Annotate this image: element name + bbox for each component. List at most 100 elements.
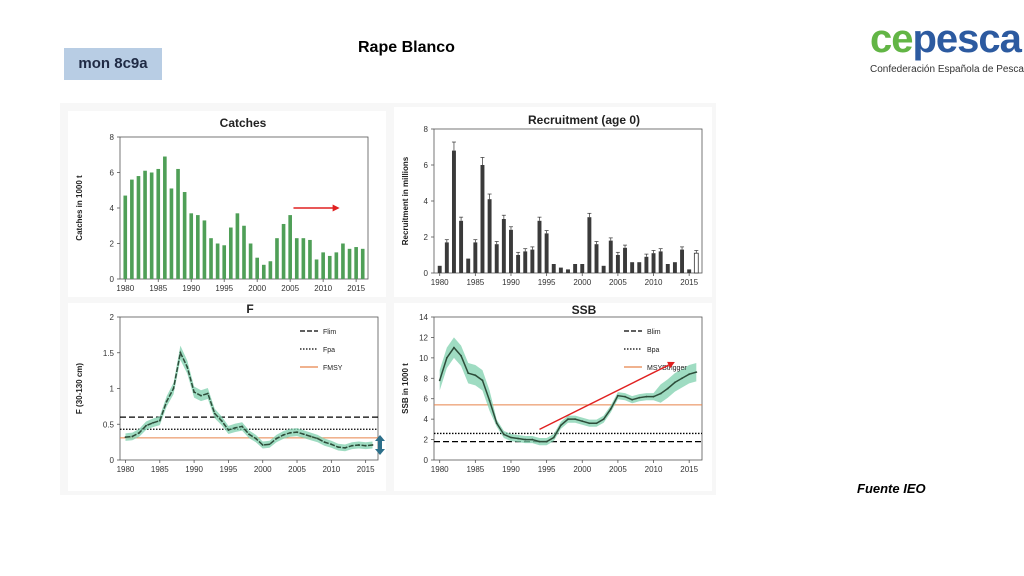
charts-area: Catches 0 2 4 6 8 1980 1985 1990 1995 2000 2005 2010… (60, 103, 716, 495)
series-point (517, 437, 520, 440)
series-point (186, 366, 189, 368)
series-point (131, 435, 134, 438)
y-axis-label: F (30-130 cm) (75, 363, 84, 414)
bar (651, 253, 656, 273)
series-point (559, 424, 562, 427)
x-tick-label: 2000 (248, 284, 266, 293)
x-tick-label: 2000 (254, 465, 272, 474)
x-tick-label: 2010 (322, 465, 340, 474)
legend-label: MSYBtrigger (647, 365, 687, 372)
bar (176, 168, 180, 279)
ssb-panel: SSB 0 2 4 6 8 10 12 14 1980 1985 1990 1995 2000 2005 20… (394, 303, 712, 491)
series-point (357, 444, 360, 446)
logo-word-pesca: pesca (912, 17, 1022, 61)
logo-word-ce: ce (870, 17, 913, 61)
series-point (138, 431, 141, 434)
logo-subtitle: Confederación Española de Pesca (870, 64, 1024, 75)
x-tick-label: 2015 (680, 465, 698, 474)
series-point (193, 391, 196, 393)
x-tick-label: 2015 (357, 465, 375, 474)
trend-arrow-line (539, 364, 669, 430)
series-point (616, 394, 619, 397)
series-point (261, 444, 264, 446)
bar (608, 240, 613, 273)
x-tick-label: 2000 (573, 465, 591, 474)
bar (228, 227, 233, 279)
bar (687, 269, 692, 273)
bar (169, 188, 174, 279)
bar (275, 238, 279, 279)
x-tick-label: 1995 (538, 278, 556, 287)
y-tick-label: 2 (424, 436, 429, 445)
y-tick-label: 8 (424, 125, 429, 134)
y-tick-label: 0 (424, 269, 429, 278)
x-tick-label: 1990 (185, 465, 203, 474)
series-point (254, 437, 257, 440)
y-tick-label: 0 (110, 275, 115, 284)
x-tick-label: 1995 (538, 465, 556, 474)
x-tick-label: 1980 (116, 284, 134, 293)
source-note: Fuente IEO (857, 481, 926, 496)
y-tick-label: 14 (419, 313, 428, 322)
logo-wordmark: cepesca (870, 17, 1022, 61)
bar (494, 244, 499, 273)
bar (360, 248, 365, 279)
series-point (574, 418, 577, 421)
x-tick-label: 2010 (645, 465, 663, 474)
series-point (552, 436, 555, 439)
y-axis-label: SSB in 1000 t (401, 363, 410, 414)
y-tick-label: 2 (110, 240, 115, 249)
series-point (495, 422, 498, 425)
double-arrow-shaft (378, 440, 382, 449)
bar (544, 233, 549, 273)
x-tick-label: 1995 (215, 284, 233, 293)
series-point (481, 379, 484, 382)
chart-title: SSB (572, 303, 597, 317)
bar (196, 215, 200, 279)
series-point (241, 425, 244, 428)
y-tick-label: 6 (110, 169, 115, 178)
uncertainty-band (125, 345, 373, 452)
series-point (588, 422, 591, 425)
legend-label: FMSY (323, 365, 343, 372)
legend-label: Bpa (647, 347, 660, 354)
series-point (351, 444, 353, 447)
series-point (296, 431, 298, 434)
x-tick-label: 1985 (151, 465, 169, 474)
x-tick-label: 2000 (573, 278, 591, 287)
bar (530, 249, 535, 273)
series-point (695, 371, 698, 374)
x-tick-label: 2005 (281, 284, 299, 293)
bar (334, 252, 339, 279)
y-tick-label: 4 (110, 204, 115, 213)
bar (615, 255, 620, 273)
bar (473, 242, 478, 273)
series-point (172, 387, 175, 390)
series-point (488, 399, 491, 402)
series-point (681, 377, 683, 380)
bar (301, 238, 306, 279)
x-tick-label: 2015 (680, 278, 698, 287)
chart-title: Recruitment (age 0) (528, 113, 640, 127)
stock-tag: mon 8c9a (64, 48, 162, 80)
chart-title: F (246, 303, 253, 316)
page-title: Rape Blanco (358, 39, 455, 56)
bar (222, 245, 227, 279)
y-tick-label: 10 (419, 354, 428, 363)
trend-arrow-head (332, 204, 340, 212)
bar (623, 247, 627, 273)
series-point (323, 441, 326, 444)
x-tick-label: 1990 (502, 465, 520, 474)
bar (209, 238, 213, 279)
series-point (688, 373, 691, 376)
y-axis-label: Catches in 1000 t (75, 175, 84, 241)
series-point (467, 372, 470, 375)
x-tick-label: 1985 (466, 465, 484, 474)
bar (327, 255, 332, 279)
series-line (438, 346, 697, 443)
y-axis-label: Recruitment in millions (401, 156, 410, 245)
bar (509, 229, 513, 273)
series-point (474, 374, 477, 377)
bar (680, 249, 685, 273)
bar (294, 238, 299, 279)
